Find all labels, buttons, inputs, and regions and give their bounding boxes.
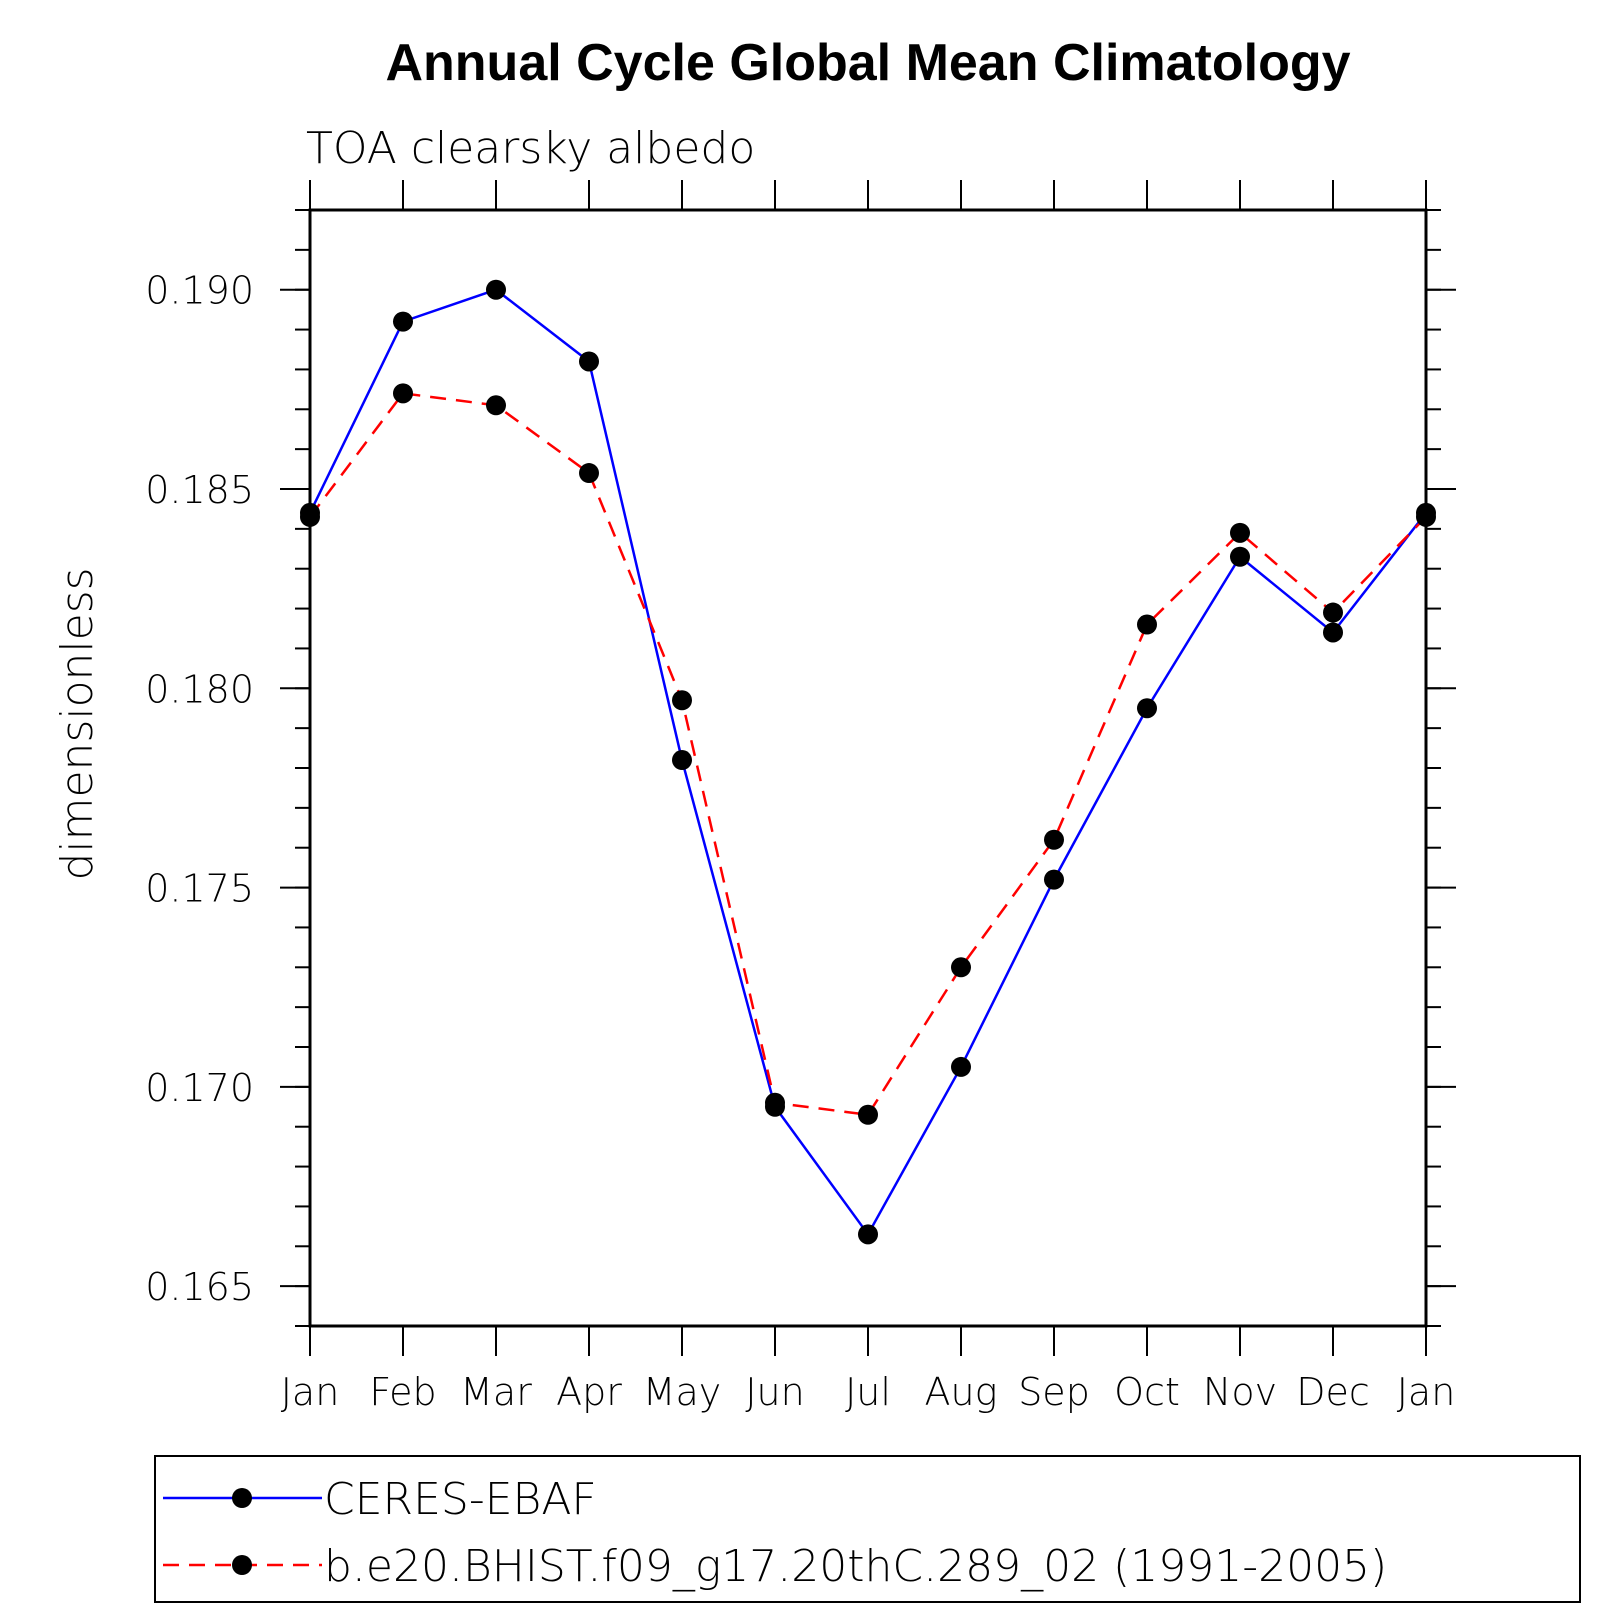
x-tick-label: Apr [556, 1370, 622, 1414]
plot-frame [308, 208, 1428, 1328]
data-point-series-0 [486, 279, 506, 300]
x-tick-label: Jun [745, 1370, 804, 1414]
x-tick-label: Jan [281, 1370, 340, 1414]
data-point-series-0 [951, 1056, 971, 1077]
series-line-0 [308, 288, 1427, 1237]
data-point-series-1 [1044, 829, 1064, 850]
data-point-series-1 [1230, 522, 1250, 543]
x-tick-label: Nov [1203, 1370, 1277, 1414]
data-point-series-0 [393, 311, 413, 332]
data-point-series-1 [765, 1092, 785, 1113]
data-point-series-1 [951, 957, 971, 978]
x-tick-label: Mar [460, 1370, 532, 1414]
y-tick-label: 0.170 [145, 1066, 254, 1110]
data-point-series-0 [579, 351, 599, 372]
y-axis-label: dimensionless [52, 567, 103, 880]
data-point-series-0 [1044, 869, 1064, 890]
data-point-series-0 [672, 750, 692, 771]
y-tick-label: 0.180 [145, 667, 254, 711]
y-tick-label: 0.190 [145, 269, 254, 313]
x-tick-label: Sep [1018, 1370, 1090, 1414]
legend-label-model: b.e20.BHIST.f09_g17.20thC.289_02 (1991-2… [324, 1541, 1387, 1592]
series-layer [300, 279, 1436, 1245]
y-tick-label: 0.175 [145, 867, 254, 911]
data-point-series-1 [579, 463, 599, 484]
x-tick-label: Oct [1114, 1370, 1180, 1414]
data-point-series-0 [858, 1224, 878, 1245]
legend-label-ceres: CERES-EBAF [324, 1474, 597, 1525]
data-point-series-1 [672, 690, 692, 711]
data-point-series-1 [1323, 602, 1343, 623]
data-point-series-1 [1137, 614, 1157, 635]
data-point-series-0 [1137, 698, 1157, 719]
data-point-series-1 [393, 383, 413, 404]
y-tick-label: 0.185 [145, 468, 254, 512]
data-point-series-1 [486, 395, 506, 416]
x-tick-label: May [643, 1370, 722, 1414]
data-point-series-0 [1230, 546, 1250, 567]
data-point-series-1 [858, 1104, 878, 1125]
legend-box [154, 1455, 1581, 1603]
legend: CERES-EBAF b.e20.BHIST.f09_g17.20thC.289… [154, 1455, 1581, 1603]
y-tick-label: 0.165 [145, 1265, 254, 1309]
x-tick-label: Jan [1397, 1370, 1456, 1414]
series-line-1 [309, 392, 1427, 1117]
x-tick-label: Jul [845, 1370, 891, 1414]
chart-title: Annual Cycle Global Mean Climatology [385, 34, 1350, 92]
chart-subtitle: TOA clearsky albedo [306, 123, 755, 174]
data-point-series-0 [1323, 622, 1343, 643]
x-tick-label: Dec [1296, 1370, 1370, 1414]
legend-marker-model [232, 1555, 252, 1575]
x-tick-label: Aug [925, 1370, 998, 1414]
x-tick-label: Feb [369, 1370, 436, 1414]
legend-marker-ceres [232, 1488, 252, 1508]
axis-ticks: Jan Feb Mar Apr May Jun Jul Aug Sep Oct Nov Dec Jan 0… [145, 180, 1456, 1414]
